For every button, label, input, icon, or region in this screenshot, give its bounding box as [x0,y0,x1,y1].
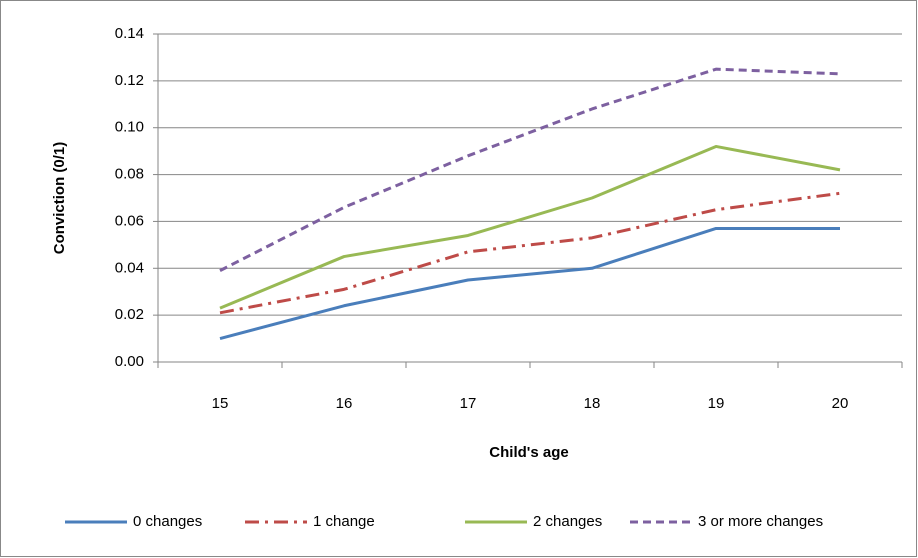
y-tick-label: 0.08 [115,166,144,183]
x-tick-label: 15 [212,395,229,412]
series-line [219,67,841,272]
x-axis-title: Child's age [489,444,568,461]
legend-label: 0 changes [133,513,202,530]
y-tick-label: 0.14 [115,25,144,42]
x-tick-label: 19 [708,395,725,412]
y-tick-label: 0.04 [115,259,144,276]
x-tick-label: 18 [584,395,601,412]
x-tick-label: 17 [460,395,477,412]
x-tick-label: 20 [832,395,849,412]
y-axis-title: Conviction (0/1) [51,142,68,255]
y-tick-label: 0.06 [115,212,144,229]
series-line [219,191,841,315]
legend-label: 1 change [313,513,375,530]
y-tick-label: 0.12 [115,72,144,89]
legend-label: 2 changes [533,513,602,530]
series-line [219,144,841,310]
y-tick-label: 0.10 [115,119,144,136]
series-line [219,226,840,341]
y-tick-label: 0.00 [115,353,144,370]
legend-label: 3 or more changes [698,513,823,530]
x-tick-label: 16 [336,395,353,412]
y-tick-label: 0.02 [115,306,144,323]
